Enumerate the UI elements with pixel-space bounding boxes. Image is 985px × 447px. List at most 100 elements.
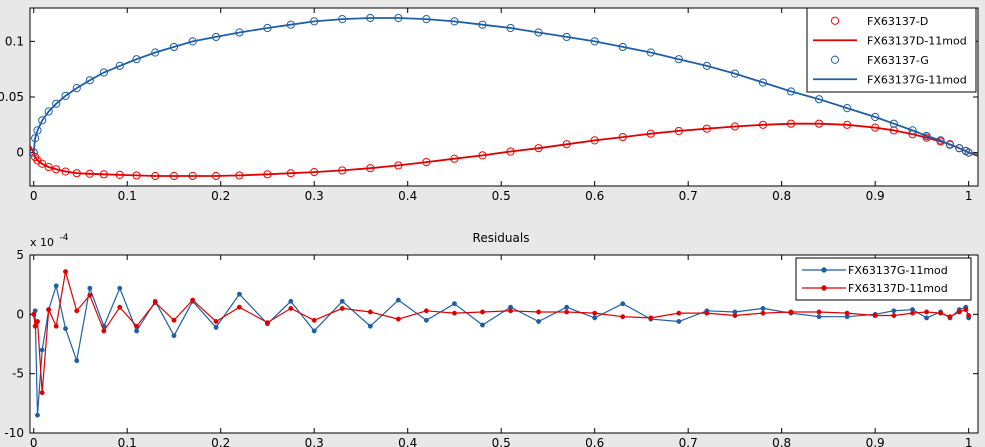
series-2-point	[169, 42, 179, 52]
series-0-point	[288, 298, 294, 304]
series-0-point	[63, 326, 68, 332]
series-1-point	[924, 309, 930, 315]
series-1-point	[152, 300, 158, 305]
series-2-point	[758, 78, 768, 87]
series-2-point	[814, 95, 824, 104]
legend-entry-label: FX63137D-11mod	[867, 34, 967, 47]
series-1-point	[872, 313, 878, 318]
series-1-point	[620, 314, 626, 320]
y-tick-label: 0.05	[0, 90, 24, 104]
series-1-point	[508, 308, 513, 314]
series-0-point	[117, 285, 123, 291]
x-tick-label: 0.4	[398, 189, 417, 203]
series-0-point	[536, 319, 542, 324]
series-1-point	[648, 315, 654, 321]
series-1-point	[732, 313, 738, 318]
bottom-ticks: 0 0.1 0.2 0.3 0.4 0.5 0.6 0.7 0.8 0.9 1 -10 -5 0 5	[4, 248, 978, 447]
series-2-point	[730, 69, 740, 78]
series-1-point	[101, 328, 107, 334]
y-tick-label: -10	[4, 426, 24, 440]
legend-entry-label: FX63137G-11mod	[867, 73, 967, 86]
series-2-point	[85, 76, 94, 85]
series-1-point	[704, 310, 710, 316]
legend-entry-label: FX63137G-11mod	[848, 264, 948, 277]
series-1-point	[31, 311, 37, 317]
series-2-point	[786, 87, 796, 96]
exponent-power: -4	[60, 233, 69, 243]
x-tick-label: 0.8	[772, 436, 791, 447]
series-0-point	[760, 305, 766, 311]
series-1-point	[910, 310, 916, 316]
series-0-point	[213, 324, 219, 330]
x-tick-label: 0.5	[492, 189, 511, 203]
legend-entry-label: FX63137D-11mod	[848, 282, 948, 295]
series-2-point	[33, 126, 42, 135]
series-1-point	[480, 309, 485, 315]
top-series-layer	[30, 13, 978, 181]
y-tick-label: 0	[16, 307, 24, 321]
series-1-point	[676, 310, 682, 316]
series-0-point	[423, 317, 429, 323]
y-tick-label: -5	[12, 367, 24, 381]
series-2-point	[871, 112, 880, 122]
series-2-point	[936, 136, 945, 145]
exponent-label: x 10 -4	[30, 233, 69, 249]
series-0-point	[134, 328, 140, 334]
series-2-point	[151, 48, 160, 57]
series-1-point	[190, 297, 196, 303]
x-tick-label: 0	[30, 189, 38, 203]
series-0-point	[35, 412, 40, 418]
series-0-point	[311, 328, 317, 334]
series-0-point	[38, 159, 47, 168]
series-1-point	[938, 310, 944, 316]
series-1-point	[117, 304, 123, 310]
series-1-point	[171, 317, 177, 323]
series-1-point	[956, 309, 962, 315]
series-1-point	[367, 309, 373, 315]
x-tick-label: 0.2	[211, 189, 230, 203]
legend-entry-label: FX63137-G	[867, 54, 929, 67]
series-1-point	[564, 309, 570, 315]
x-tick-label: 0.6	[585, 189, 604, 203]
legend-entry-label: FX63137-D	[867, 15, 928, 28]
top-legend: FX63137-D FX63137D-11mod FX63137-G FX63137G…	[806, 7, 977, 93]
series-1-point	[32, 323, 38, 329]
series-2-point	[61, 91, 70, 100]
series-1-point	[947, 314, 953, 320]
series-1-point	[134, 323, 140, 329]
series-0-point	[87, 285, 93, 291]
bottom-axes: Residuals x 10 -4 0 0.1 0.2 0.3 0.4 0.5 0.6 0.7…	[4, 231, 979, 447]
y-tick-label: 5	[16, 248, 24, 262]
top-axes: 0 0.1 0.2 0.3 0.4 0.5 0.6 0.7 0.8 0.9 1 0 0.05 0.1 FX…	[0, 7, 979, 203]
series-1-point	[311, 317, 317, 323]
bottom-series-layer	[31, 269, 972, 418]
x-tick-label: 0.2	[211, 436, 230, 447]
series-0-point	[171, 333, 177, 339]
y-tick-label: 0.1	[5, 34, 24, 48]
series-1-point	[844, 310, 850, 316]
series-0-point	[74, 358, 80, 364]
series-2-point	[52, 99, 61, 108]
series-1-point	[213, 319, 219, 324]
series-1-point	[63, 269, 68, 275]
series-line-1	[30, 122, 978, 177]
series-0-point	[339, 298, 345, 304]
series-0-point	[39, 347, 45, 353]
series-1-point	[35, 319, 40, 324]
x-tick-label: 1	[965, 189, 973, 203]
series-1-point	[53, 323, 59, 329]
series-0-point	[592, 315, 598, 321]
series-0-point	[53, 283, 59, 289]
x-tick-label: 0.4	[398, 436, 417, 447]
series-2-point	[945, 140, 955, 149]
series-2-point	[38, 116, 47, 125]
series-1-point	[788, 309, 794, 315]
series-1-point	[451, 310, 457, 316]
series-0-point	[44, 162, 53, 172]
x-tick-label: 0.8	[772, 189, 791, 203]
x-tick-label: 0.7	[679, 436, 698, 447]
residuals-title: Residuals	[473, 231, 530, 245]
x-tick-label: 0.1	[118, 189, 137, 203]
series-1-point	[339, 305, 345, 311]
